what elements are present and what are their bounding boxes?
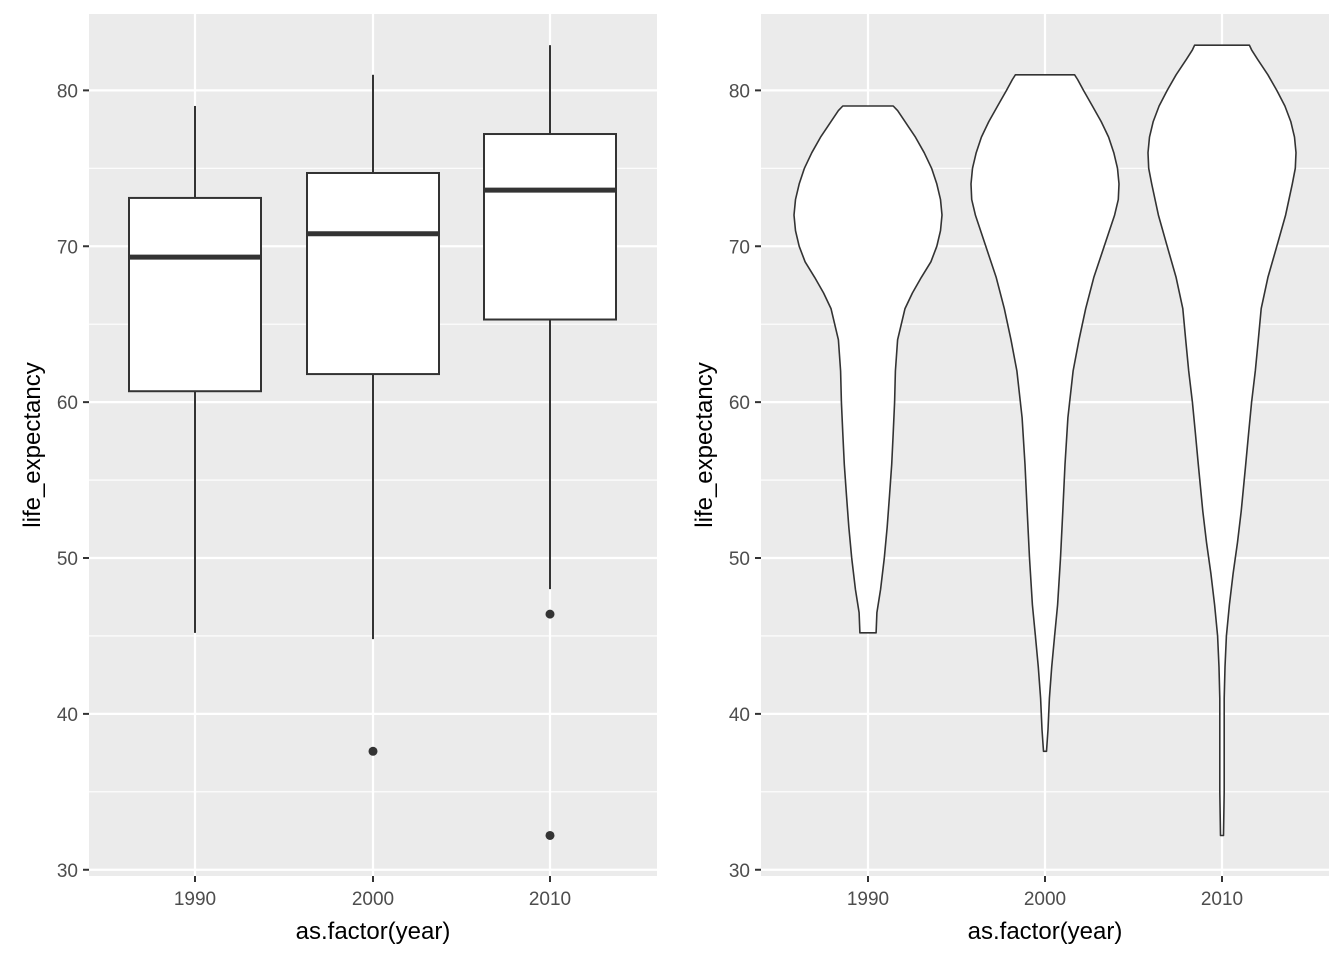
x-tick-label: 2010 [1201,889,1243,910]
y-tick-label: 40 [57,705,78,726]
violin-2010 [1147,44,1297,837]
boxplot-panel: 30 40 50 60 70 80 1990 2000 2010 as.factor(year) l… [19,14,657,945]
violin-2000 [970,74,1120,753]
violin-panel: 30 40 50 60 70 80 1990 2000 2010 as.factor(year) l… [691,14,1329,945]
y-tick-label: 70 [57,237,78,258]
y-tick-label: 70 [729,237,750,258]
box-2000 [306,171,440,376]
y-tick-label: 80 [57,81,78,102]
x-tick-label: 2010 [529,889,571,910]
y-tick-label: 30 [57,861,78,882]
outlier-point [545,609,555,619]
violin-1990 [793,105,943,634]
x-axis-title: as.factor(year) [968,918,1123,945]
x-tick-label: 1990 [847,889,889,910]
box-1990 [128,196,262,393]
y-tick-label: 40 [729,705,750,726]
y-axis-title: life_expectancy [19,362,46,527]
x-axis-title: as.factor(year) [296,918,451,945]
y-tick-label: 60 [729,393,750,414]
x-tick-label: 1990 [174,889,216,910]
y-tick-label: 50 [57,549,78,570]
y-tick-label: 80 [729,81,750,102]
y-tick-label: 50 [729,549,750,570]
outlier-point [368,746,378,756]
y-axis-title: life_expectancy [691,362,718,527]
y-tick-label: 60 [57,393,78,414]
outlier-point [545,830,555,840]
y-tick-label: 30 [729,861,750,882]
x-tick-label: 2000 [1024,889,1066,910]
x-tick-label: 2000 [352,889,394,910]
box-2010 [483,133,617,321]
